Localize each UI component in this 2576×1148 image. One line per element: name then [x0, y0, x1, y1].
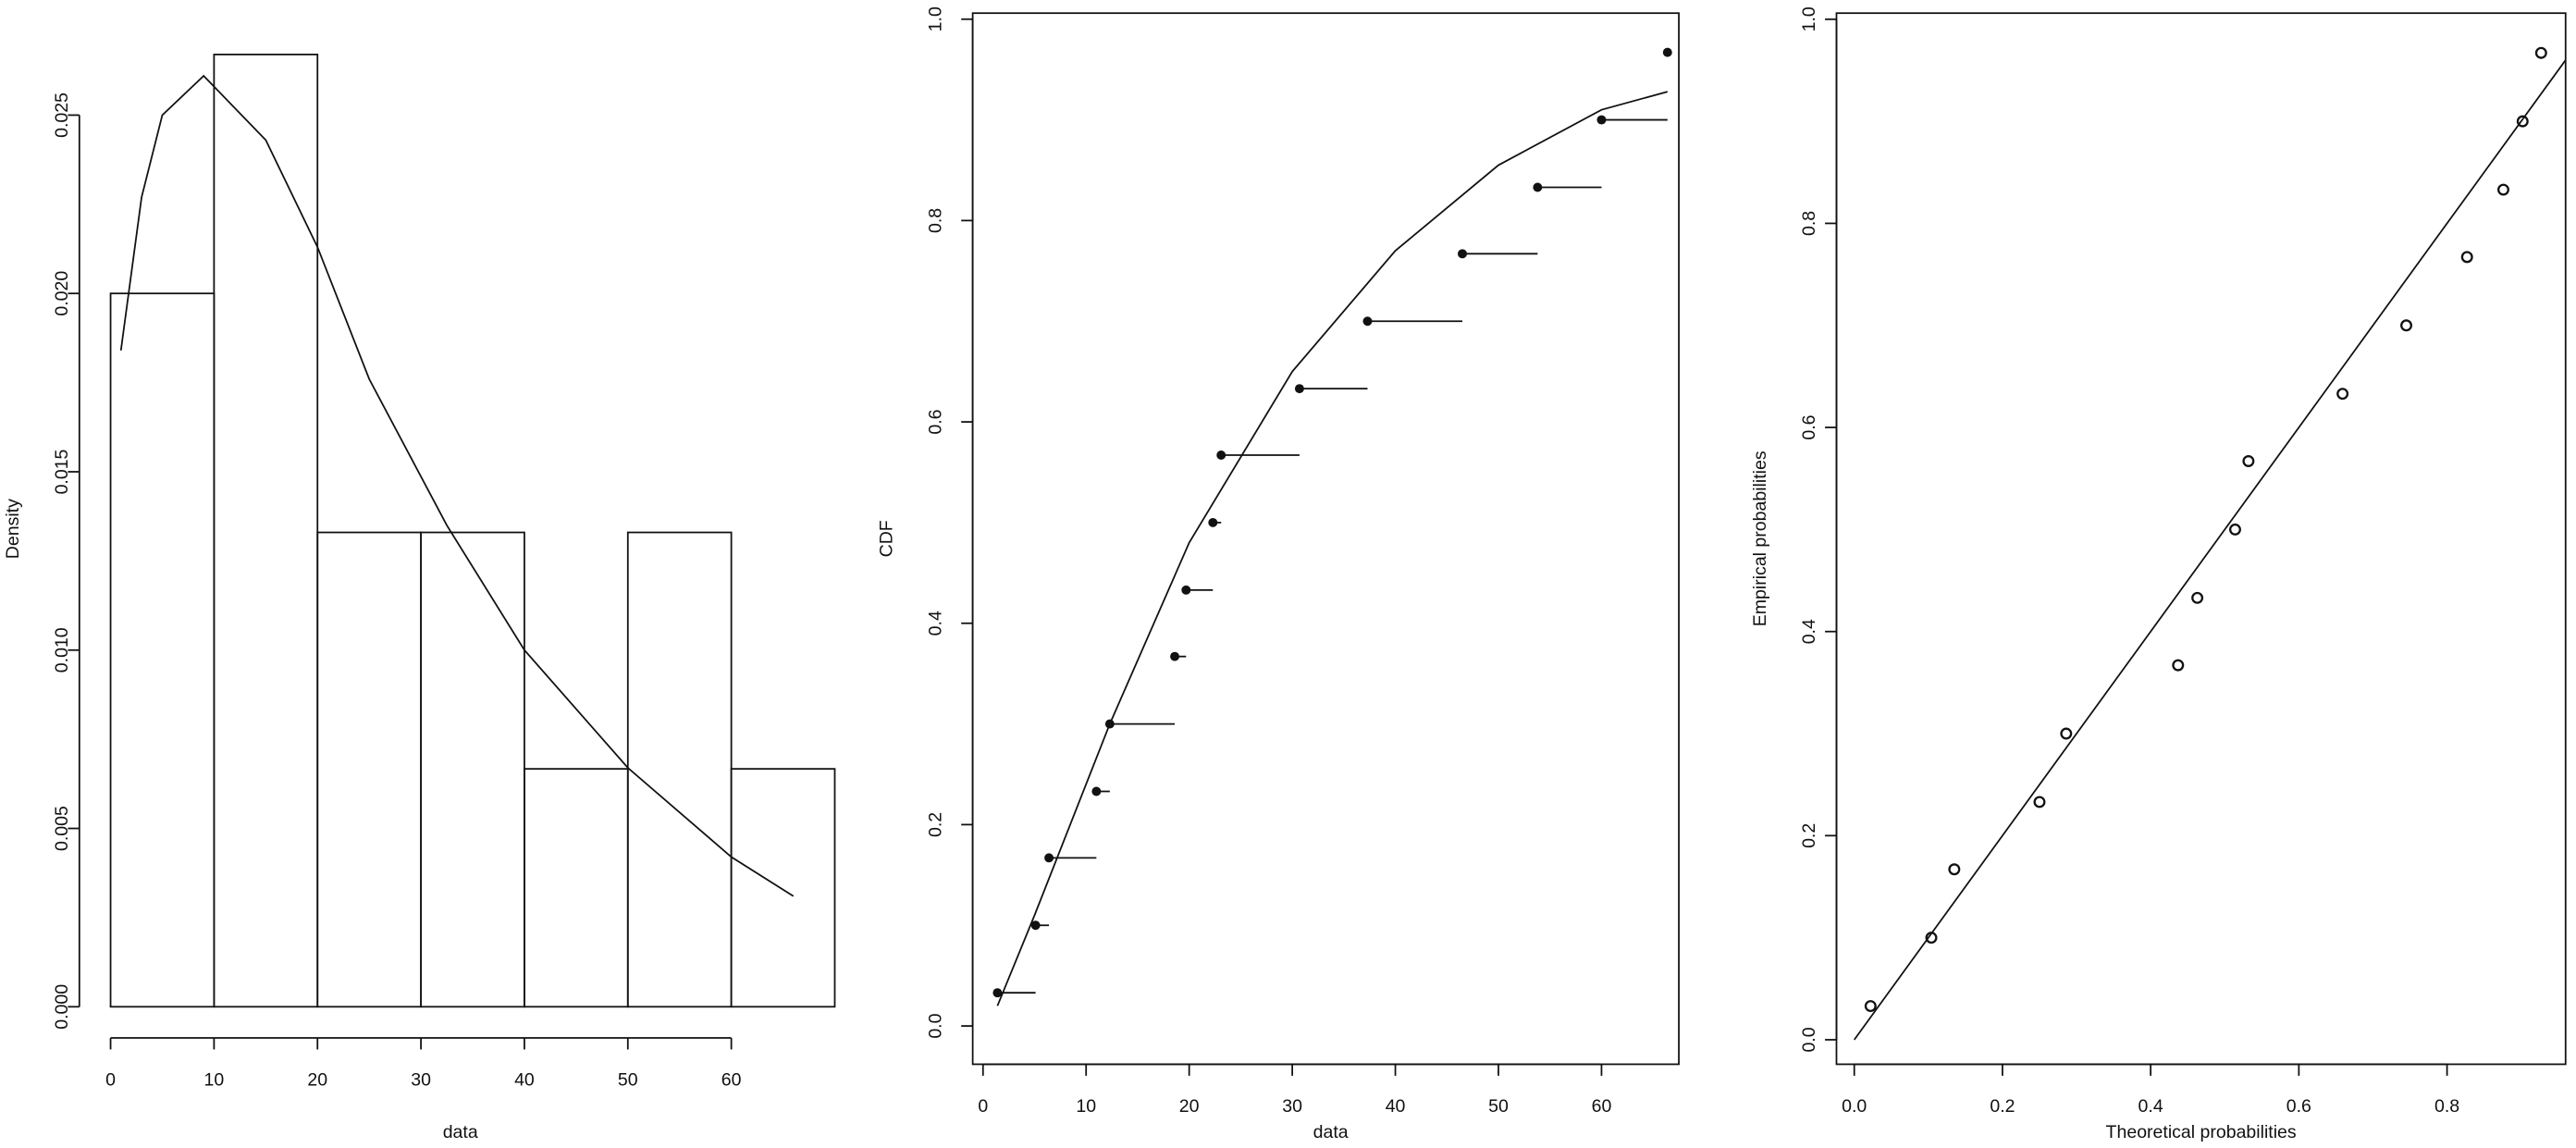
fitted-curve — [996, 91, 1669, 1006]
x-tick-label: 10 — [1076, 1096, 1096, 1117]
y-axis-label: Empirical probabilities — [1750, 451, 1770, 626]
ecdf-point — [1662, 47, 1672, 57]
histogram-bar — [730, 768, 836, 1008]
pp-point — [1948, 863, 1961, 876]
ecdf-point — [1208, 517, 1218, 527]
x-tick-label: 20 — [307, 1069, 327, 1090]
pp-point — [2336, 388, 2349, 401]
y-tick-label: 0.6 — [1799, 415, 1819, 440]
ecdf-point — [1181, 585, 1191, 595]
histogram-bar — [420, 531, 525, 1008]
y-tick-label: 0.2 — [1799, 823, 1819, 848]
histogram-bar — [524, 768, 629, 1008]
y-tick-label: 0.4 — [926, 611, 946, 636]
x-tick-label: 60 — [1592, 1096, 1612, 1117]
pp-point — [2496, 183, 2509, 196]
pp-point — [2060, 727, 2073, 740]
plot-box — [971, 12, 1680, 1066]
y-tick-label: 0.8 — [926, 208, 946, 233]
ecdf-point — [1170, 651, 1180, 661]
x-tick-label: 0.2 — [1990, 1096, 2015, 1117]
histogram-bar — [316, 531, 422, 1008]
pp-point — [1925, 932, 1938, 944]
x-tick-label: 50 — [618, 1069, 638, 1090]
y-tick-label: 0.010 — [52, 627, 72, 673]
ecdf-point — [1458, 249, 1467, 259]
ecdf-point — [1294, 384, 1304, 394]
ecdf-point — [1533, 182, 1543, 192]
y-tick-label: 1.0 — [1799, 6, 1819, 31]
x-tick-label: 30 — [1282, 1096, 1302, 1117]
y-tick-label: 0.0 — [1799, 1027, 1819, 1052]
pp-point — [2172, 659, 2185, 672]
reference-line — [1853, 59, 2567, 1041]
x-tick-label: 50 — [1488, 1096, 1509, 1117]
x-tick-label: 40 — [514, 1069, 535, 1090]
y-tick-label: 0.025 — [52, 93, 72, 138]
x-tick-label: 0.0 — [1842, 1096, 1867, 1117]
x-tick-label: 10 — [204, 1069, 225, 1090]
y-tick-label: 0.015 — [52, 449, 72, 494]
y-tick-label: 0.0 — [926, 1013, 946, 1038]
ecdf-point — [1091, 786, 1102, 796]
x-axis-label: Theoretical probabilities — [2106, 1122, 2297, 1142]
y-tick-label: 0.6 — [926, 410, 946, 435]
pp-point — [2242, 455, 2255, 467]
ecdf-point — [1216, 451, 1226, 460]
pp-point — [1864, 1000, 1877, 1013]
pp-point — [2191, 591, 2204, 604]
histogram-bar — [626, 531, 733, 1008]
plot-box — [1835, 12, 2567, 1066]
ecdf-point — [1104, 719, 1115, 729]
y-tick-label: 0.005 — [52, 806, 72, 851]
x-axis-label: data — [1313, 1122, 1349, 1142]
y-tick-label: 0.000 — [52, 984, 72, 1030]
histogram-bar — [213, 54, 319, 1008]
x-tick-label: 60 — [721, 1069, 742, 1090]
pp-point — [2534, 46, 2547, 59]
pp-point — [2228, 523, 2241, 536]
pp-point — [2033, 796, 2046, 809]
x-tick-label: 0 — [105, 1069, 116, 1090]
ecdf-point — [992, 988, 1003, 998]
histogram-bar — [109, 292, 216, 1008]
x-tick-label: 40 — [1386, 1096, 1406, 1117]
x-tick-label: 20 — [1179, 1096, 1200, 1117]
ecdf-point — [1362, 316, 1373, 327]
y-tick-label: 0.020 — [52, 271, 72, 316]
y-tick-label: 0.4 — [1799, 619, 1819, 644]
y-axis-label: Density — [3, 499, 23, 559]
x-tick-label: 0.8 — [2434, 1096, 2459, 1117]
pp-point — [2400, 319, 2413, 332]
y-tick-label: 0.2 — [926, 812, 946, 837]
fitted-curve — [119, 74, 795, 897]
x-axis-label: data — [443, 1122, 478, 1142]
y-tick-label: 1.0 — [926, 6, 946, 31]
ecdf-point — [1044, 853, 1054, 863]
ecdf-point — [1030, 920, 1041, 931]
ecdf-point — [1596, 115, 1607, 125]
x-tick-label: 0.6 — [2286, 1096, 2311, 1117]
pp-point — [2460, 251, 2473, 264]
pp-point — [2516, 115, 2529, 128]
x-tick-label: 30 — [411, 1069, 431, 1090]
x-tick-label: 0 — [978, 1096, 988, 1117]
x-tick-label: 0.4 — [2138, 1096, 2163, 1117]
y-tick-label: 0.8 — [1799, 211, 1819, 236]
y-axis-label: CDF — [876, 520, 896, 557]
